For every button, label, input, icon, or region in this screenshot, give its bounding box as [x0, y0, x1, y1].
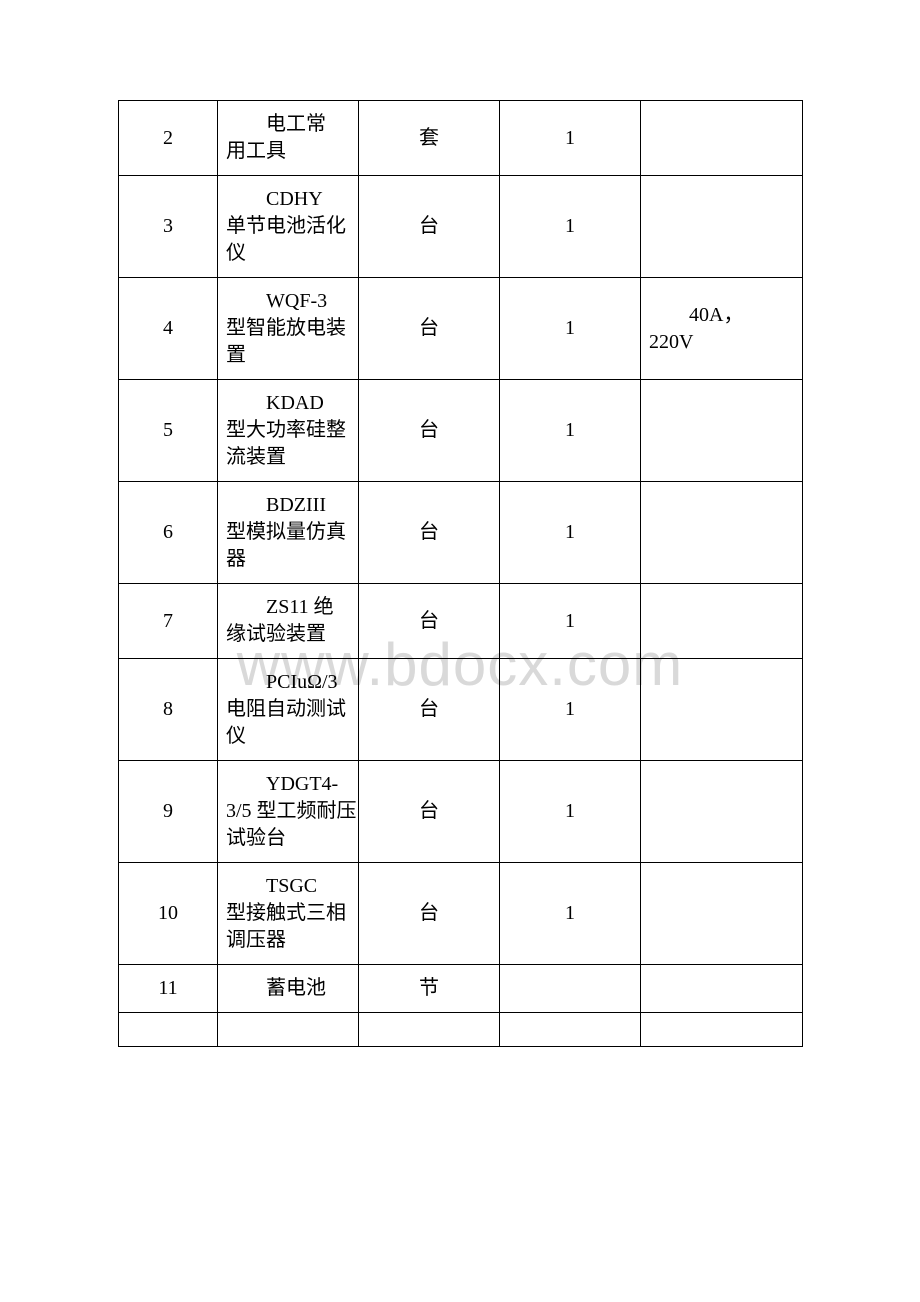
cell-note [641, 1013, 803, 1047]
name-line1: 电工常 [226, 111, 358, 138]
cell-qty: 1 [500, 278, 641, 380]
cell-note [641, 101, 803, 176]
note-line1: 40A， [649, 302, 802, 329]
equipment-table: 2 电工常用工具 套 1 3 CDHY单节电池活化仪 台 1 4 WQF-3型智… [118, 100, 803, 1047]
name-line1: WQF-3 [226, 288, 358, 315]
cell-name: YDGT4-3/5 型工频耐压试验台 [218, 761, 359, 863]
cell-note [641, 965, 803, 1013]
cell-name: ZS11 绝缘试验装置 [218, 584, 359, 659]
cell-name [218, 1013, 359, 1047]
cell-name: TSGC型接触式三相调压器 [218, 863, 359, 965]
note-line2: 220V [649, 329, 802, 356]
cell-name: BDZIII型模拟量仿真器 [218, 482, 359, 584]
cell-qty: 1 [500, 176, 641, 278]
cell-num: 2 [119, 101, 218, 176]
cell-unit: 台 [359, 584, 500, 659]
cell-qty: 1 [500, 380, 641, 482]
cell-name: CDHY单节电池活化仪 [218, 176, 359, 278]
name-line1: KDAD [226, 390, 358, 417]
cell-num: 10 [119, 863, 218, 965]
table-row: 11 蓄电池 节 [119, 965, 803, 1013]
cell-unit: 台 [359, 482, 500, 584]
cell-qty: 1 [500, 584, 641, 659]
cell-name: 电工常用工具 [218, 101, 359, 176]
cell-num: 5 [119, 380, 218, 482]
cell-num: 7 [119, 584, 218, 659]
name-line1: PCIuΩ/3 [226, 669, 358, 696]
table-row: 7 ZS11 绝缘试验装置 台 1 [119, 584, 803, 659]
cell-qty [500, 1013, 641, 1047]
cell-note [641, 863, 803, 965]
name-line2: 缘试验装置 [226, 621, 358, 648]
cell-num: 4 [119, 278, 218, 380]
cell-unit: 台 [359, 863, 500, 965]
cell-qty [500, 965, 641, 1013]
name-line1: YDGT4- [226, 771, 358, 798]
cell-note: 40A，220V [641, 278, 803, 380]
cell-name: WQF-3型智能放电装置 [218, 278, 359, 380]
table-row-blank [119, 1013, 803, 1047]
name-line2: 型智能放电装置 [226, 315, 358, 369]
cell-num: 3 [119, 176, 218, 278]
cell-qty: 1 [500, 101, 641, 176]
cell-name: 蓄电池 [218, 965, 359, 1013]
cell-unit: 台 [359, 278, 500, 380]
name-line1: ZS11 绝 [226, 594, 358, 621]
name-line1: 蓄电池 [226, 975, 358, 1002]
cell-num: 9 [119, 761, 218, 863]
cell-note [641, 761, 803, 863]
name-line2: 型接触式三相调压器 [226, 900, 358, 954]
cell-unit: 节 [359, 965, 500, 1013]
table-row: 5 KDAD型大功率硅整流装置 台 1 [119, 380, 803, 482]
table-row: 9 YDGT4-3/5 型工频耐压试验台 台 1 [119, 761, 803, 863]
cell-unit [359, 1013, 500, 1047]
cell-qty: 1 [500, 482, 641, 584]
cell-num: 11 [119, 965, 218, 1013]
cell-unit: 台 [359, 380, 500, 482]
name-line2: 型模拟量仿真器 [226, 519, 358, 573]
name-line2: 型大功率硅整流装置 [226, 417, 358, 471]
cell-unit: 套 [359, 101, 500, 176]
name-line1: TSGC [226, 873, 358, 900]
name-line2: 3/5 型工频耐压试验台 [226, 798, 358, 852]
table-row: 4 WQF-3型智能放电装置 台 1 40A，220V [119, 278, 803, 380]
table-row: 3 CDHY单节电池活化仪 台 1 [119, 176, 803, 278]
cell-note [641, 380, 803, 482]
cell-note [641, 482, 803, 584]
cell-name: KDAD型大功率硅整流装置 [218, 380, 359, 482]
cell-unit: 台 [359, 761, 500, 863]
cell-unit: 台 [359, 659, 500, 761]
cell-num: 6 [119, 482, 218, 584]
cell-name: PCIuΩ/3电阻自动测试仪 [218, 659, 359, 761]
table-row: 2 电工常用工具 套 1 [119, 101, 803, 176]
name-line2: 用工具 [226, 138, 358, 165]
cell-note [641, 584, 803, 659]
cell-note [641, 659, 803, 761]
equipment-table-container: 2 电工常用工具 套 1 3 CDHY单节电池活化仪 台 1 4 WQF-3型智… [118, 100, 802, 1047]
cell-unit: 台 [359, 176, 500, 278]
cell-qty: 1 [500, 863, 641, 965]
table-row: 6 BDZIII型模拟量仿真器 台 1 [119, 482, 803, 584]
name-line2: 单节电池活化仪 [226, 213, 358, 267]
name-line2: 电阻自动测试仪 [226, 696, 358, 750]
cell-num [119, 1013, 218, 1047]
table-row: 10 TSGC型接触式三相调压器 台 1 [119, 863, 803, 965]
name-line1: BDZIII [226, 492, 358, 519]
table-row: 8 PCIuΩ/3电阻自动测试仪 台 1 [119, 659, 803, 761]
cell-qty: 1 [500, 761, 641, 863]
cell-qty: 1 [500, 659, 641, 761]
name-line1: CDHY [226, 186, 358, 213]
cell-note [641, 176, 803, 278]
cell-num: 8 [119, 659, 218, 761]
